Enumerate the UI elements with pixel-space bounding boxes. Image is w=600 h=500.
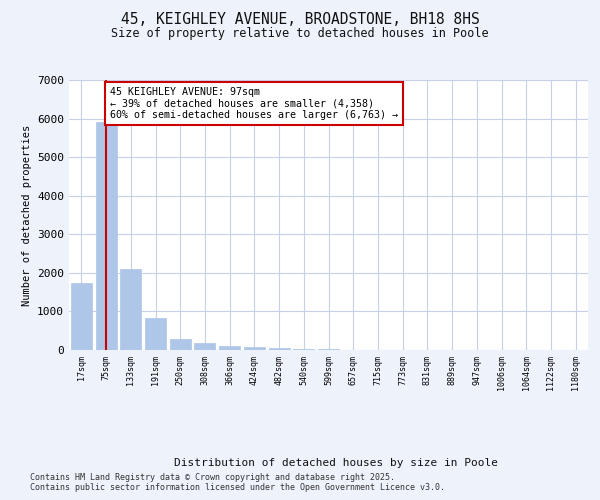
Bar: [95, 122, 116, 350]
Text: Size of property relative to detached houses in Poole: Size of property relative to detached ho…: [111, 28, 489, 40]
Bar: [170, 339, 191, 350]
Bar: [269, 348, 290, 350]
Text: Distribution of detached houses by size in Poole: Distribution of detached houses by size …: [174, 458, 498, 468]
Bar: [71, 282, 92, 350]
Text: 45, KEIGHLEY AVENUE, BROADSTONE, BH18 8HS: 45, KEIGHLEY AVENUE, BROADSTONE, BH18 8H…: [121, 12, 479, 28]
Bar: [244, 348, 265, 350]
Y-axis label: Number of detached properties: Number of detached properties: [22, 124, 32, 306]
Bar: [120, 269, 141, 350]
Text: 45 KEIGHLEY AVENUE: 97sqm
← 39% of detached houses are smaller (4,358)
60% of se: 45 KEIGHLEY AVENUE: 97sqm ← 39% of detac…: [110, 87, 398, 120]
Text: Contains HM Land Registry data © Crown copyright and database right 2025.: Contains HM Land Registry data © Crown c…: [30, 472, 395, 482]
Bar: [293, 349, 314, 350]
Bar: [194, 343, 215, 350]
Bar: [219, 346, 240, 350]
Bar: [145, 318, 166, 350]
Text: Contains public sector information licensed under the Open Government Licence v3: Contains public sector information licen…: [30, 482, 445, 492]
